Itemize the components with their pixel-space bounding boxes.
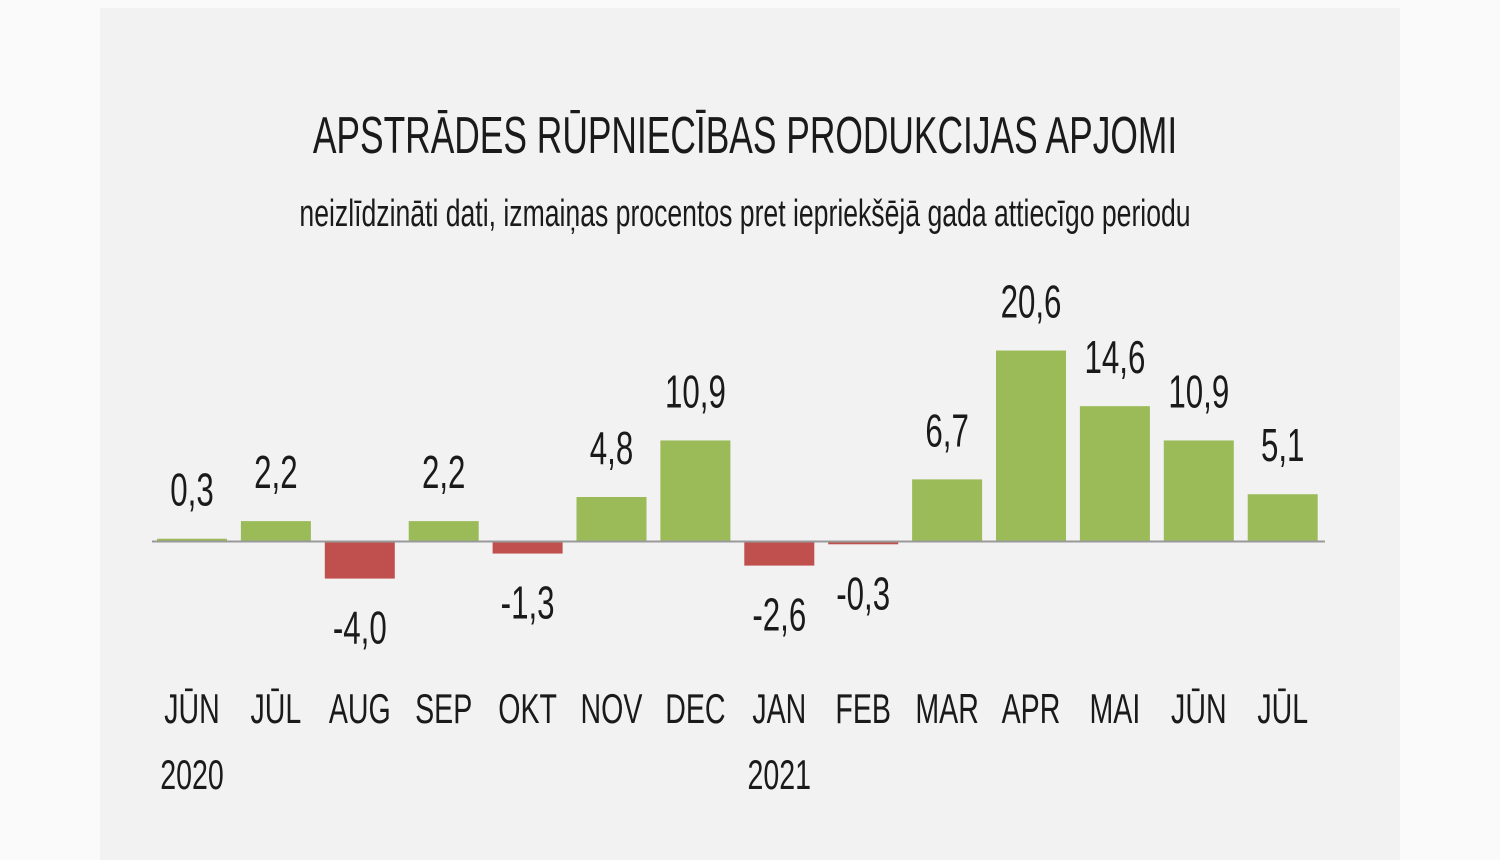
x-tick-label: APR: [1002, 684, 1061, 732]
chart-panel: [100, 8, 1400, 860]
bar-6: [660, 440, 731, 542]
x-tick-label: SEP: [415, 684, 472, 732]
data-label: 14,6: [1084, 332, 1145, 383]
data-label: 5,1: [1261, 420, 1304, 471]
bar-9: [912, 479, 983, 542]
x-tick-label: AUG: [329, 684, 391, 732]
data-label: 0,3: [170, 465, 213, 516]
bar-8: [828, 541, 899, 545]
bar-13: [1247, 494, 1318, 542]
bar-7: [744, 541, 815, 566]
data-label: 10,9: [665, 367, 726, 418]
x-tick-label: OKT: [498, 684, 557, 732]
data-label: 6,7: [925, 405, 968, 456]
bar-0: [157, 538, 227, 542]
x-tick-label: JŪN: [1171, 684, 1227, 732]
x-tick-label: NOV: [581, 684, 643, 732]
x-tick-label: JŪN: [164, 684, 220, 732]
bar-10: [996, 350, 1066, 542]
bar-2: [324, 541, 395, 579]
data-label: 2,2: [254, 447, 297, 498]
x-tick-label: JAN: [752, 684, 806, 732]
year-label: 2021: [748, 750, 812, 798]
x-tick-label: MAR: [915, 684, 978, 732]
bar-12: [1163, 440, 1234, 542]
bar-5: [576, 497, 647, 542]
data-label: -2,6: [752, 590, 806, 641]
data-label: -0,3: [836, 568, 890, 619]
x-tick-label: DEC: [665, 684, 725, 732]
x-tick-label: JŪL: [1257, 684, 1308, 732]
year-label: 2020: [160, 750, 224, 798]
bar-4: [492, 541, 563, 554]
data-label: 20,6: [1001, 277, 1062, 328]
data-label: -1,3: [501, 578, 555, 629]
data-label: -4,0: [333, 603, 387, 654]
bar-11: [1079, 406, 1150, 542]
chart-title: APSTRĀDES RŪPNIECĪBAS PRODUKCIJAS APJOMI: [313, 107, 1177, 164]
x-tick-label: FEB: [835, 684, 891, 732]
bar-1: [240, 521, 311, 542]
data-label: 2,2: [422, 447, 465, 498]
data-label: 4,8: [590, 423, 633, 474]
data-label: 10,9: [1168, 367, 1229, 418]
chart-subtitle: neizlīdzināti dati, izmaiņas procentos p…: [299, 191, 1190, 234]
x-tick-label: MAI: [1090, 684, 1141, 732]
bar-3: [408, 521, 479, 542]
x-tick-label: JŪL: [251, 684, 302, 732]
